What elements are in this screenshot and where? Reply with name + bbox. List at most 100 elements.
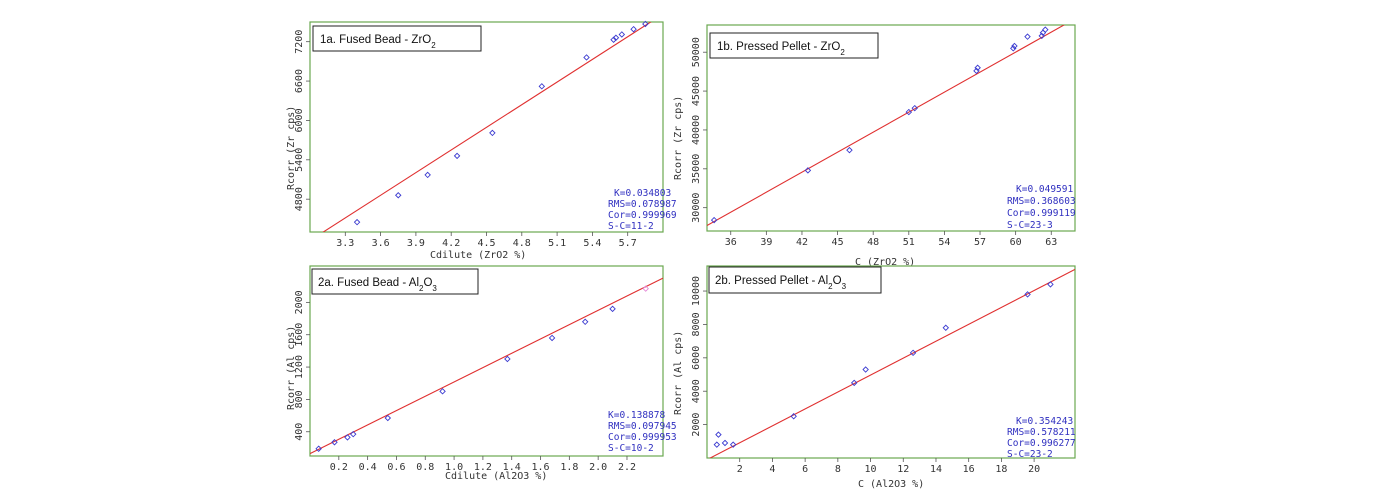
x-tick-label: 2.2: [618, 462, 636, 473]
x-tick-label: 12: [897, 464, 909, 475]
data-point: [1011, 42, 1018, 50]
data-point: [548, 334, 556, 342]
data-point: [353, 218, 361, 226]
stat-rms: RMS=0.368603: [1007, 196, 1076, 207]
data-point: [581, 318, 589, 326]
x-tick-label: 42: [796, 237, 808, 248]
x-tick-label: 51: [903, 237, 915, 248]
y-axis-label: Rcorr (Zr cps): [673, 96, 684, 180]
chart-title: 2b. Pressed Pellet - Al: [715, 275, 828, 287]
x-tick-label: 16: [963, 464, 975, 475]
chart-title-subscript: 2: [828, 282, 833, 291]
chart-title-subscript-2: 3: [432, 284, 437, 293]
x-tick-label: 4.8: [513, 238, 531, 249]
stat-cor: Cor=0.999969: [608, 210, 677, 221]
chart-title-tail: O: [423, 277, 432, 289]
y-tick-label: 6600: [294, 69, 305, 93]
x-tick-label: 1.0: [445, 462, 463, 473]
y-tick-label: 45000: [691, 76, 702, 106]
x-tick-label: 20: [1028, 464, 1040, 475]
title-box: 1b. Pressed Pellet - ZrO2: [709, 32, 879, 59]
x-tick-label: 0.8: [416, 462, 434, 473]
title-box: 1a. Fused Bead - ZrO2: [312, 25, 482, 52]
chart-title: 2a. Fused Bead - Al: [318, 277, 419, 289]
chart-title-tail: O: [833, 275, 842, 287]
chart-title: 1a. Fused Bead - ZrO: [320, 34, 431, 46]
x-tick-label: 8: [835, 464, 841, 475]
y-tick-label: 10000: [691, 276, 702, 306]
data-point: [1024, 33, 1031, 40]
stats-block: K=0.049591 RMS=0.368603 Cor=0.999119 S-C…: [1007, 184, 1076, 231]
y-tick-label: 1600: [294, 323, 305, 347]
stat-rms: RMS=0.078987: [608, 199, 677, 210]
data-point: [395, 192, 402, 199]
x-axis-label: Cdilute (Al2O3 %): [445, 471, 547, 482]
chart-title-subscript: 2: [419, 284, 424, 293]
data-point: [1042, 26, 1049, 33]
x-tick-label: 6: [802, 464, 808, 475]
stat-cor: Cor=0.999119: [1007, 208, 1076, 219]
x-tick-label: 1.4: [503, 462, 521, 473]
data-point: [424, 171, 431, 179]
x-tick-label: 45: [832, 237, 844, 248]
data-point: [974, 64, 981, 71]
y-axis-label: Rcorr (Zr cps): [286, 106, 297, 190]
y-tick-label: 400: [294, 423, 305, 441]
plot-layer: 3.3 3.6 3.9 4.2 4.5 4.8 5.1 5.4 5.7 4800 5400 6000 6…: [294, 20, 652, 249]
chart-title: 1b. Pressed Pellet - ZrO: [717, 41, 840, 53]
x-tick-label: 60: [1010, 237, 1022, 248]
svg-text:2a. Fused Bead - Al2O3: 2a. Fused Bead - Al2O3: [318, 277, 437, 293]
y-tick-label: 2000: [294, 290, 305, 314]
y-tick-label: 35000: [691, 154, 702, 184]
fit-line: [707, 25, 1066, 227]
plot-layer: 2 4 6 8 10 12 14 16 18 20 2000 4000 6000 8000 10000: [691, 268, 1075, 475]
data-point: [630, 25, 637, 33]
data-point: [1047, 281, 1054, 288]
x-tick-label: 54: [938, 237, 950, 248]
x-tick-label: 39: [760, 237, 772, 248]
x-tick-label: 1.8: [560, 462, 578, 473]
x-tick-label: 10: [865, 464, 877, 475]
data-point: [942, 324, 950, 332]
y-tick-label: 6000: [691, 346, 702, 370]
data-point: [642, 20, 649, 28]
data-point: [489, 129, 496, 137]
stat-k: K=0.354243: [1016, 416, 1073, 427]
data-point: [612, 34, 620, 41]
data-point: [790, 413, 797, 420]
x-tick-label: 36: [725, 237, 737, 248]
chart-panel-2a: 0.2 0.4 0.6 0.8 1.0 1.2 1.4 1.6 1.8 2.0 2.2 400 800 1…: [286, 265, 677, 482]
data-point: [862, 366, 869, 373]
stat-sc: S-C=23-2: [1007, 449, 1053, 460]
data-point: [439, 388, 446, 395]
plot-frame: [706, 24, 1076, 232]
data-point: [609, 305, 616, 313]
plot-layer: 36 39 42 45 48 51 54 57 60 63 30000 35000 40000 45000…: [691, 25, 1066, 248]
stat-rms: RMS=0.097945: [608, 421, 677, 432]
data-point: [850, 379, 858, 387]
stat-k: K=0.049591: [1016, 184, 1073, 195]
x-axis-label: C (Al2O3 %): [858, 479, 924, 490]
x-tick-label: 3.9: [407, 238, 425, 249]
chart-panel-1b: 36 39 42 45 48 51 54 57 60 63 30000 35000 40000 45000…: [673, 24, 1076, 268]
stat-k: K=0.138878: [608, 410, 665, 421]
data-point: [315, 445, 322, 452]
plot-frame: [706, 265, 1076, 459]
x-tick-label: 0.6: [387, 462, 405, 473]
y-tick-label: 30000: [691, 193, 702, 223]
fit-line: [709, 268, 1075, 458]
data-point: [911, 104, 918, 112]
x-axis-label: Cdilute (ZrO2 %): [430, 250, 526, 261]
y-tick-label: 8000: [691, 312, 702, 336]
stat-sc: S-C=10-2: [608, 443, 654, 454]
y-axis-label: Rcorr (Al cps): [286, 326, 297, 410]
stats-block: K=0.138878 RMS=0.097945 Cor=0.999953 S-C…: [608, 410, 677, 454]
stat-rms: RMS=0.578211: [1007, 427, 1076, 438]
stat-k: K=0.034803: [614, 188, 671, 199]
svg-text:1a. Fused Bead - ZrO2: 1a. Fused Bead - ZrO2: [320, 34, 436, 50]
data-point: [1024, 291, 1031, 298]
stat-sc: S-C=11-2: [608, 221, 654, 232]
stat-cor: Cor=0.996277: [1007, 438, 1076, 449]
x-tick-label: 4.5: [477, 238, 495, 249]
